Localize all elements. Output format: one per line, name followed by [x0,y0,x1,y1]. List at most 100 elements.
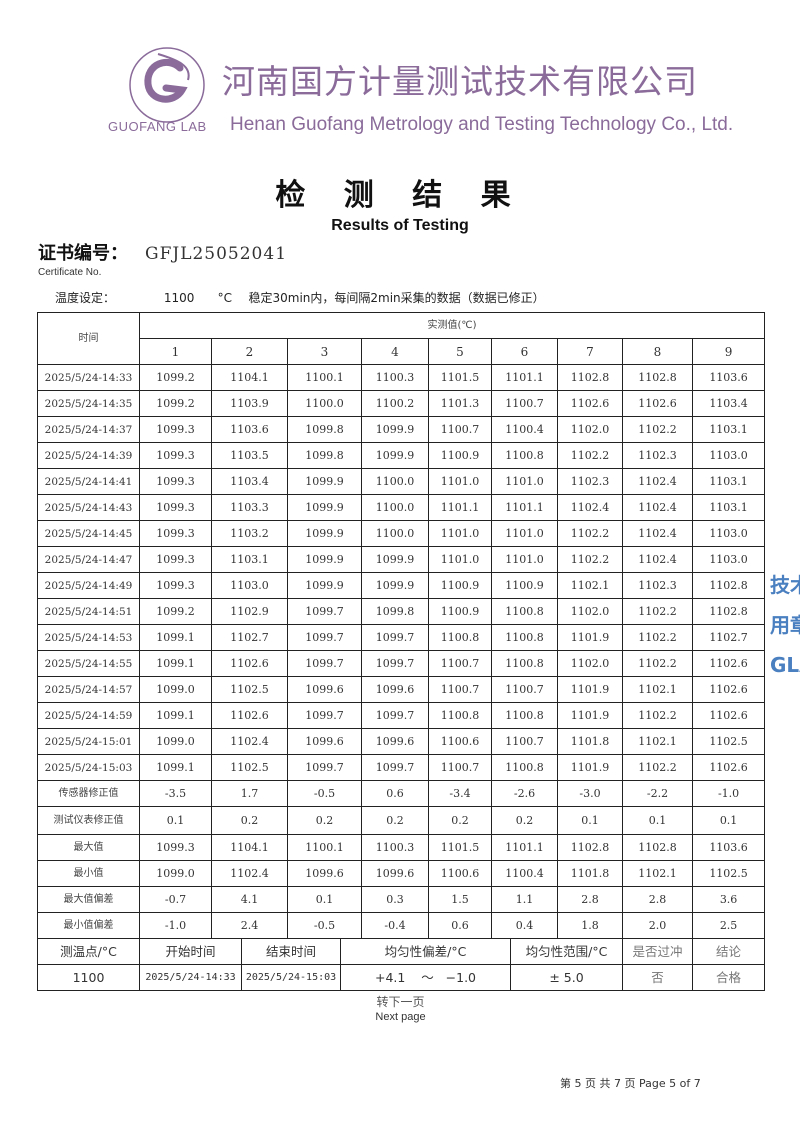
cell-value: 1101.0 [428,468,492,495]
table-row: 2025/5/24-14:37 1099.3 1103.6 1099.8 1099.9 1… [37,416,766,443]
table-row: 2025/5/24-14:43 1099.3 1103.3 1099.9 1100.0 1… [37,494,766,521]
cell-value: 1101.9 [557,702,623,729]
row-time: 2025/5/24-14:51 [37,598,140,625]
cell-value: 1099.9 [361,416,429,443]
stats-value: 0.1 [622,806,693,835]
stats-value: -3.5 [139,780,212,807]
table-row: 2025/5/24-15:01 1099.0 1102.4 1099.6 1099.6 1… [37,728,766,755]
stats-label: 最大值偏差 [37,886,140,913]
stats-value: 0.2 [491,806,558,835]
cell-value: 1103.6 [691,364,766,391]
cell-value: 1101.1 [491,364,558,391]
stats-value: 0.2 [287,806,362,835]
cell-value: 1099.9 [287,468,362,495]
row-time: 2025/5/24-14:49 [37,572,140,599]
cell-value: 1102.4 [622,520,693,547]
cell-value: 1103.2 [211,520,288,547]
cell-value: 1099.7 [361,624,429,651]
stats-value: 1101.5 [428,834,492,861]
stamp-text: 用章 [770,613,800,637]
table-row: 2025/5/24-14:53 1099.1 1102.7 1099.7 1099.7 1… [37,624,766,651]
cell-value: 1100.8 [428,624,492,651]
stats-value: 2.8 [622,886,693,913]
cell-value: 1100.1 [287,364,362,391]
stats-value: 2.5 [691,912,766,939]
cell-value: 1100.9 [428,598,492,625]
row-time: 2025/5/24-14:59 [37,702,140,729]
cell-value: 1102.2 [622,754,693,781]
stats-value: 4.1 [211,886,288,913]
cell-value: 1100.0 [287,390,362,417]
cell-value: 1099.1 [139,702,212,729]
table-row: 2025/5/24-14:41 1099.3 1103.4 1099.9 1100.0 1… [37,468,766,495]
stats-value: -3.0 [557,780,623,807]
summary-deviation: +4.1 ～ −1.0 [340,964,511,991]
time-header: 时间 [37,312,140,365]
stats-value: 1100.1 [287,834,362,861]
cell-value: 1099.7 [287,754,362,781]
summary-value-row: 1100 2025/5/24-14:33 2025/5/24-15:03 +4.… [37,964,765,991]
cell-value: 1099.6 [361,728,429,755]
summary-header: 均匀性范围/°C [510,938,623,965]
stats-value: 1102.4 [211,860,288,887]
stats-row: 最小值偏差 -1.0 2.4 -0.5 -0.4 0.6 0.4 1.8 2.0 2.5 [37,912,766,939]
cell-value: 1100.7 [491,390,558,417]
cell-value: 1101.9 [557,676,623,703]
cell-value: 1103.0 [211,572,288,599]
cell-value: 1102.6 [691,650,766,677]
cell-value: 1099.7 [287,624,362,651]
cell-value: 1099.7 [361,754,429,781]
row-time: 2025/5/24-14:55 [37,650,140,677]
page-number: 第 5 页 共 7 页 Page 5 of 7 [560,1077,701,1090]
column-header: 4 [361,338,429,365]
cell-value: 1102.3 [622,442,693,469]
summary-header: 开始时间 [139,938,242,965]
row-time: 2025/5/24-14:37 [37,416,140,443]
cell-value: 1103.1 [211,546,288,573]
cell-value: 1099.8 [287,416,362,443]
cell-value: 1102.6 [211,702,288,729]
cell-value: 1102.6 [691,702,766,729]
stats-value: -2.2 [622,780,693,807]
summary-end-time: 2025/5/24-15:03 [241,964,341,991]
stats-label: 最小值 [37,860,140,887]
next-page-en: Next page [375,1011,426,1023]
stats-value: 0.2 [428,806,492,835]
stats-value: 0.4 [491,912,558,939]
cell-value: 1102.6 [691,754,766,781]
cell-value: 1102.0 [557,416,623,443]
setting-value: 1100 [163,291,195,305]
stats-value: 1099.3 [139,834,212,861]
cell-value: 1102.0 [557,650,623,677]
cell-value: 1099.1 [139,650,212,677]
stats-value: -0.5 [287,780,362,807]
cell-value: 1100.3 [361,364,429,391]
stats-value: 0.1 [557,806,623,835]
stats-row: 传感器修正值 -3.5 1.7 -0.5 0.6 -3.4 -2.6 -3.0 -2.2 -1.0 [37,780,766,807]
cell-value: 1099.7 [287,702,362,729]
summary-point: 1100 [37,964,140,991]
stats-label: 最小值偏差 [37,912,140,939]
cell-value: 1102.2 [622,624,693,651]
stats-value: 0.1 [691,806,766,835]
stats-value: 2.4 [211,912,288,939]
cell-value: 1100.0 [361,494,429,521]
cell-value: 1100.8 [491,650,558,677]
cell-value: 1102.8 [691,598,766,625]
stats-value: 0.2 [361,806,429,835]
stats-value: -3.4 [428,780,492,807]
cell-value: 1102.5 [691,728,766,755]
stats-row: 最小值 1099.0 1102.4 1099.6 1099.6 1100.6 1100.4 1… [37,860,766,887]
stats-value: 1102.1 [622,860,693,887]
cell-value: 1103.1 [691,494,766,521]
table-row: 2025/5/24-14:57 1099.0 1102.5 1099.6 1099.6 1… [37,676,766,703]
measured-header: 实测值(℃) [138,312,766,339]
table-row: 2025/5/24-14:33 1099.2 1104.1 1100.1 1100.3 1… [37,364,766,391]
cell-value: 1099.9 [361,442,429,469]
table-row: 2025/5/24-14:39 1099.3 1103.5 1099.8 1099.9 1… [37,442,766,469]
cell-value: 1101.0 [428,520,492,547]
summary-header-row: 测温点/°C 开始时间 结束时间 均匀性偏差/°C 均匀性范围/°C 是否过冲 结论 [37,938,765,965]
cell-value: 1101.0 [428,546,492,573]
